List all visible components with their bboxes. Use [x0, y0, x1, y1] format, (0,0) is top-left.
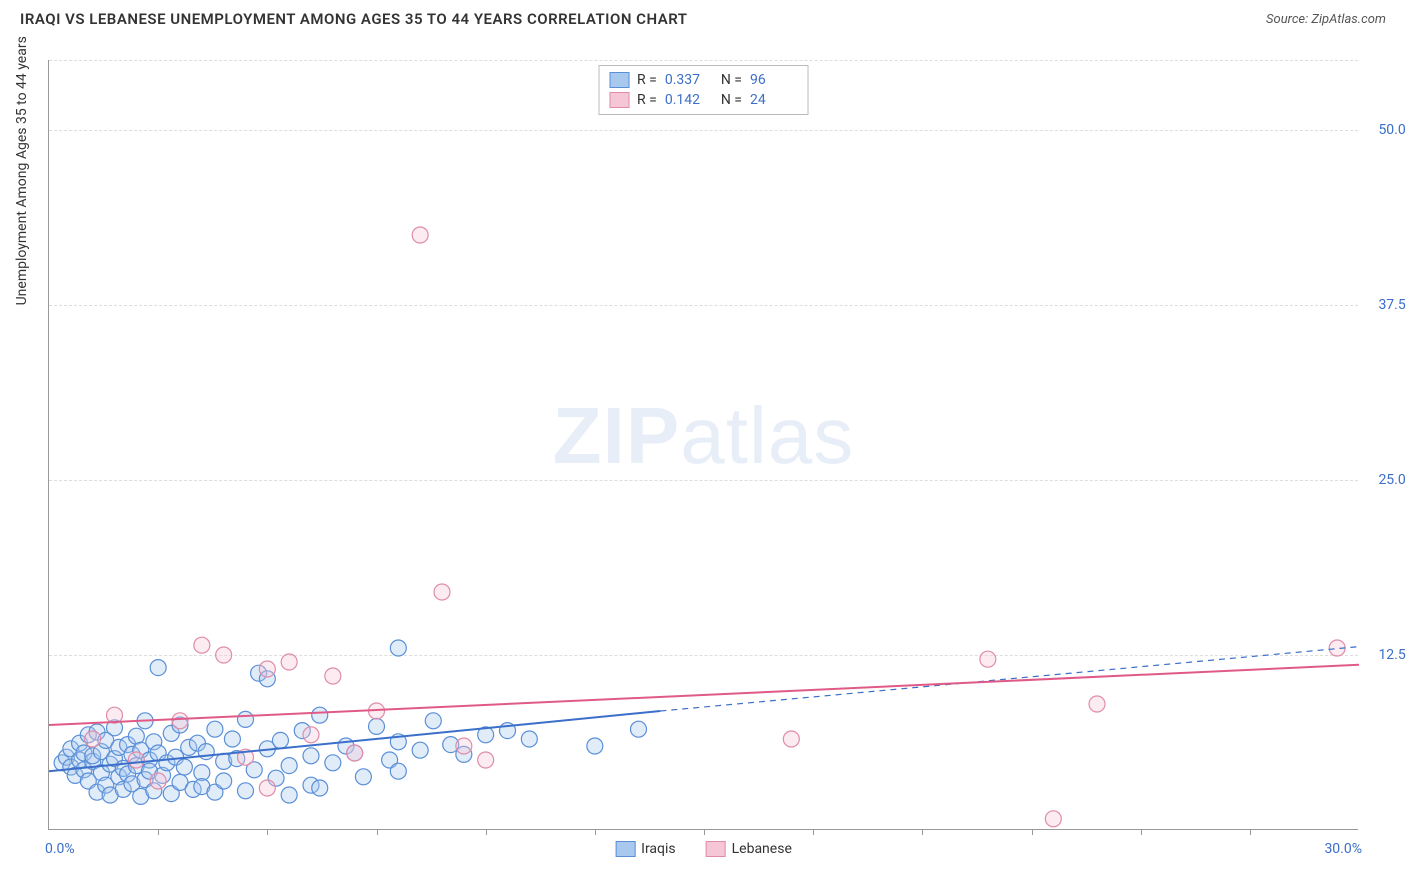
trendline-lebanese [49, 665, 1359, 725]
scatter-point-lebanese [478, 752, 494, 768]
scatter-point-iraqis [207, 721, 223, 737]
scatter-point-lebanese [216, 647, 232, 663]
x-tick [486, 829, 487, 835]
x-tick [377, 829, 378, 835]
scatter-point-lebanese [194, 637, 210, 653]
trendline-extension-iraqis [660, 647, 1359, 711]
legend-n-label: N = [721, 92, 742, 108]
legend-swatch [609, 72, 629, 88]
scatter-point-iraqis [390, 763, 406, 779]
scatter-point-lebanese [281, 654, 297, 670]
legend-n-value: 24 [750, 92, 798, 108]
legend-n-value: 96 [750, 72, 798, 88]
scatter-point-iraqis [238, 783, 254, 799]
scatter-point-iraqis [303, 748, 319, 764]
scatter-point-lebanese [85, 731, 101, 747]
scatter-point-iraqis [312, 780, 328, 796]
scatter-point-lebanese [980, 651, 996, 667]
scatter-point-lebanese [172, 713, 188, 729]
legend-row-iraqis: R = 0.337 N = 96 [609, 70, 798, 90]
series-legend: Iraqis Lebanese [615, 841, 792, 857]
scatter-point-iraqis [631, 721, 647, 737]
scatter-point-iraqis [412, 742, 428, 758]
scatter-point-iraqis [281, 758, 297, 774]
scatter-point-iraqis [369, 718, 385, 734]
scatter-point-lebanese [347, 745, 363, 761]
legend-swatch [615, 841, 635, 857]
legend-r-value: 0.142 [665, 92, 713, 108]
y-tick-label: 12.5% [1378, 647, 1406, 663]
scatter-point-iraqis [224, 731, 240, 747]
legend-item-lebanese: Lebanese [706, 841, 792, 857]
legend-swatch [609, 92, 629, 108]
scatter-point-lebanese [303, 727, 319, 743]
scatter-point-iraqis [150, 660, 166, 676]
legend-n-label: N = [721, 72, 742, 88]
legend-r-value: 0.337 [665, 72, 713, 88]
legend-swatch [706, 841, 726, 857]
legend-row-lebanese: R = 0.142 N = 24 [609, 90, 798, 110]
y-axis-title: Unemployment Among Ages 35 to 44 years [14, 36, 30, 305]
scatter-point-lebanese [150, 773, 166, 789]
legend-item-iraqis: Iraqis [615, 841, 675, 857]
source-label: Source: ZipAtlas.com [1266, 12, 1386, 27]
x-tick [158, 829, 159, 835]
scatter-point-lebanese [783, 731, 799, 747]
scatter-point-iraqis [390, 640, 406, 656]
x-tick [267, 829, 268, 835]
chart-title: IRAQI VS LEBANESE UNEMPLOYMENT AMONG AGE… [20, 10, 688, 28]
x-max-label: 30.0% [1324, 841, 1362, 857]
scatter-point-lebanese [1045, 811, 1061, 827]
legend-series-label: Lebanese [732, 841, 792, 857]
scatter-point-iraqis [425, 713, 441, 729]
scatter-point-lebanese [412, 227, 428, 243]
scatter-point-lebanese [259, 661, 275, 677]
scatter-point-lebanese [325, 668, 341, 684]
x-tick [1032, 829, 1033, 835]
scatter-svg [49, 60, 1358, 829]
correlation-legend: R = 0.337 N = 96 R = 0.142 N = 24 [598, 65, 809, 115]
x-tick [922, 829, 923, 835]
x-tick [813, 829, 814, 835]
legend-series-label: Iraqis [641, 841, 675, 857]
scatter-point-lebanese [128, 752, 144, 768]
scatter-point-iraqis [325, 755, 341, 771]
scatter-point-lebanese [1089, 696, 1105, 712]
scatter-point-iraqis [216, 773, 232, 789]
chart-plot-area: ZIPatlas 0.0% 30.0% 12.5%25.0%37.5%50.0%… [48, 60, 1358, 830]
scatter-point-lebanese [434, 584, 450, 600]
x-min-label: 0.0% [45, 841, 75, 857]
y-tick-label: 37.5% [1378, 297, 1406, 313]
x-tick [595, 829, 596, 835]
scatter-point-iraqis [312, 707, 328, 723]
scatter-point-iraqis [355, 769, 371, 785]
scatter-point-iraqis [238, 711, 254, 727]
scatter-point-lebanese [456, 738, 472, 754]
scatter-point-iraqis [587, 738, 603, 754]
scatter-point-iraqis [521, 731, 537, 747]
x-tick [1250, 829, 1251, 835]
scatter-point-iraqis [281, 787, 297, 803]
y-tick-label: 25.0% [1378, 472, 1406, 488]
scatter-point-lebanese [259, 780, 275, 796]
x-tick [1141, 829, 1142, 835]
scatter-point-iraqis [272, 732, 288, 748]
scatter-point-iraqis [176, 759, 192, 775]
y-tick-label: 50.0% [1378, 122, 1406, 138]
legend-r-label: R = [637, 92, 657, 108]
legend-r-label: R = [637, 72, 657, 88]
x-tick [704, 829, 705, 835]
